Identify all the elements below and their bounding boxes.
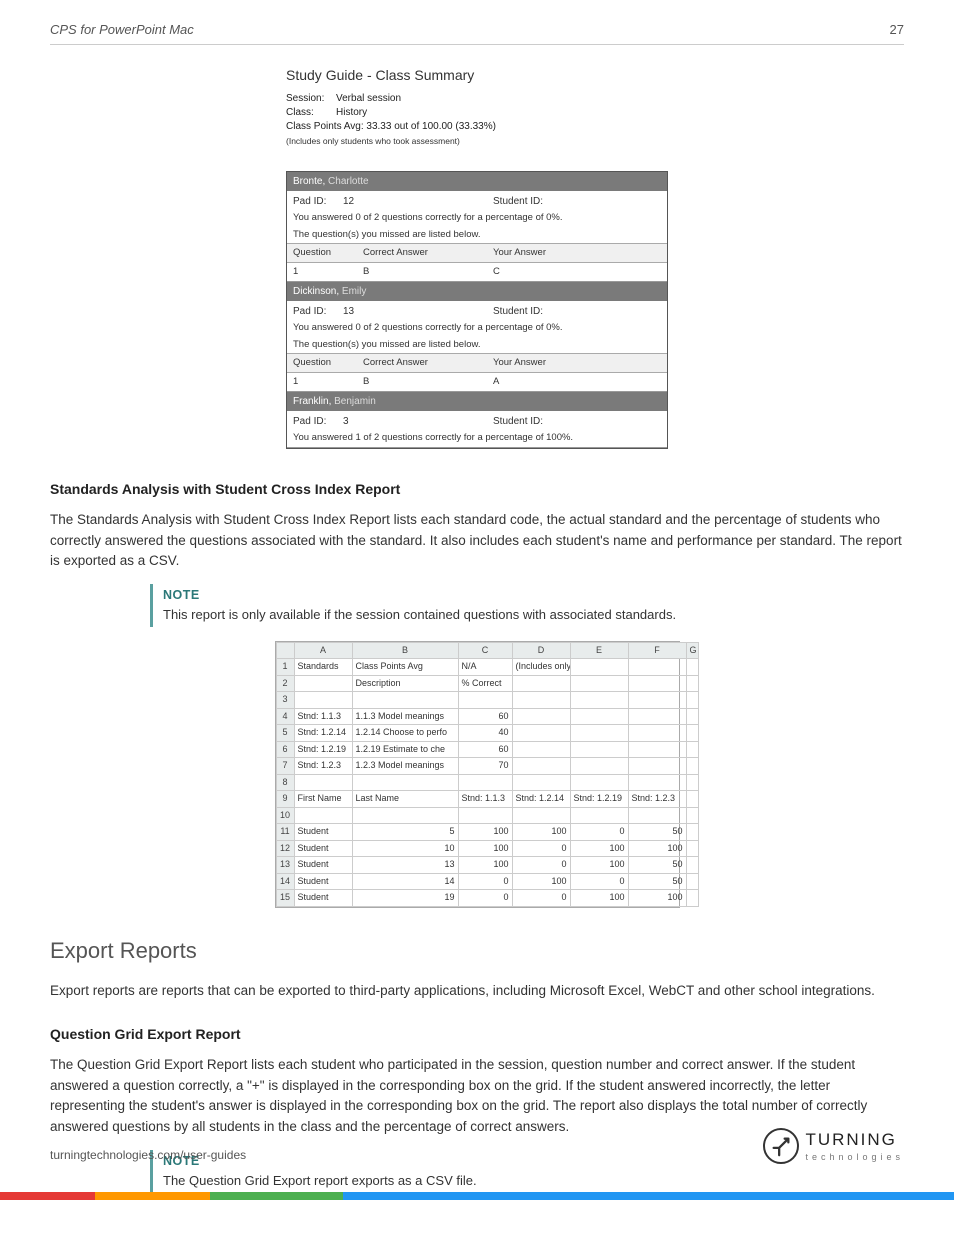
page-number: 27 bbox=[890, 20, 904, 40]
accent-bar bbox=[95, 1192, 209, 1200]
note-text: This report is only available if the ses… bbox=[163, 605, 904, 625]
export-heading: Export Reports bbox=[50, 934, 904, 967]
footer-url: turningtechnologies.com/user-guides bbox=[50, 1146, 246, 1164]
qgrid-paragraph: The Question Grid Export Report lists ea… bbox=[50, 1055, 904, 1139]
sheet-row: 3 bbox=[276, 692, 698, 709]
sheet-row: 2Description% Correct bbox=[276, 675, 698, 692]
standards-paragraph: The Standards Analysis with Student Cros… bbox=[50, 510, 904, 573]
col-header: G bbox=[686, 642, 698, 659]
sg-student: Dickinson, EmilyPad ID:13Student ID:You … bbox=[287, 282, 667, 392]
col-header: A bbox=[294, 642, 352, 659]
page-header: CPS for PowerPoint Mac 27 bbox=[50, 20, 904, 45]
missed-question-row: 1BA bbox=[287, 373, 667, 391]
col-header: C bbox=[458, 642, 512, 659]
standards-note: NOTE This report is only available if th… bbox=[150, 584, 904, 626]
note-title: NOTE bbox=[163, 586, 904, 605]
doc-title: CPS for PowerPoint Mac bbox=[50, 20, 194, 40]
col-header: F bbox=[628, 642, 686, 659]
sheet-row: 11Student5100100050 bbox=[276, 824, 698, 841]
brand-logo: TURNING technologies bbox=[763, 1127, 904, 1164]
accent-bar bbox=[0, 1192, 95, 1200]
logo-text: TURNING technologies bbox=[805, 1127, 904, 1164]
missed-question-row: 1BC bbox=[287, 263, 667, 281]
sheet-row: 6Stnd: 1.2.191.2.19 Estimate to che60 bbox=[276, 741, 698, 758]
logo-mark-icon bbox=[763, 1128, 799, 1164]
student-name-bar: Franklin, Benjamin bbox=[287, 392, 667, 411]
sheet-row: 9First NameLast NameStnd: 1.1.3Stnd: 1.2… bbox=[276, 791, 698, 808]
standards-heading: Standards Analysis with Student Cross In… bbox=[50, 479, 904, 500]
accent-bar bbox=[343, 1192, 954, 1200]
col-header: B bbox=[352, 642, 458, 659]
sg-card: Bronte, CharlottePad ID:12Student ID:You… bbox=[286, 171, 668, 448]
footer-color-bars bbox=[0, 1192, 954, 1200]
note-text: The Question Grid Export report exports … bbox=[163, 1171, 904, 1191]
export-paragraph: Export reports are reports that can be e… bbox=[50, 981, 904, 1002]
qgrid-heading: Question Grid Export Report bbox=[50, 1024, 904, 1045]
sheet-row: 4Stnd: 1.1.31.1.3 Model meanings60 bbox=[276, 708, 698, 725]
sg-meta: Session:Verbal session Class:History Cla… bbox=[286, 92, 668, 148]
sheet-row: 1StandardsClass Points AvgN/A(Includes o… bbox=[276, 659, 698, 676]
student-name-bar: Bronte, Charlotte bbox=[287, 172, 667, 191]
sheet-row: 10 bbox=[276, 807, 698, 824]
sg-student: Franklin, BenjaminPad ID:3Student ID:You… bbox=[287, 392, 667, 447]
sheet-row: 12Student101000100100 bbox=[276, 840, 698, 857]
sg-title: Study Guide - Class Summary bbox=[286, 65, 668, 86]
sg-student: Bronte, CharlottePad ID:12Student ID:You… bbox=[287, 172, 667, 282]
sheet-row: 15Student1900100100 bbox=[276, 890, 698, 907]
accent-bar bbox=[210, 1192, 344, 1200]
page-footer: turningtechnologies.com/user-guides TURN… bbox=[50, 1127, 904, 1164]
col-header: E bbox=[570, 642, 628, 659]
sheet-row: 13Student13100010050 bbox=[276, 857, 698, 874]
sheet-row: 14Student140100050 bbox=[276, 873, 698, 890]
col-header: D bbox=[512, 642, 570, 659]
student-name-bar: Dickinson, Emily bbox=[287, 282, 667, 301]
sheet-row: 7Stnd: 1.2.31.2.3 Model meanings70 bbox=[276, 758, 698, 775]
spreadsheet-figure: ABCDEFG1StandardsClass Points AvgN/A(Inc… bbox=[275, 641, 680, 908]
sheet-row: 8 bbox=[276, 774, 698, 791]
sheet-row: 5Stnd: 1.2.141.2.14 Choose to perfo40 bbox=[276, 725, 698, 742]
study-guide-figure: Study Guide - Class Summary Session:Verb… bbox=[286, 65, 668, 449]
